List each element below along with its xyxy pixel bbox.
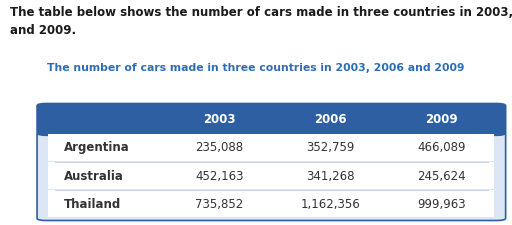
Text: 999,963: 999,963 xyxy=(417,198,465,211)
FancyBboxPatch shape xyxy=(37,104,506,220)
Text: 2003: 2003 xyxy=(203,113,236,126)
FancyBboxPatch shape xyxy=(48,190,495,217)
FancyBboxPatch shape xyxy=(37,104,506,136)
Text: 735,852: 735,852 xyxy=(195,198,243,211)
Text: 2009: 2009 xyxy=(425,113,458,126)
Text: 235,088: 235,088 xyxy=(195,142,243,154)
Text: 341,268: 341,268 xyxy=(306,170,354,182)
Text: Argentina: Argentina xyxy=(64,142,130,154)
Text: The number of cars made in three countries in 2003, 2006 and 2009: The number of cars made in three countri… xyxy=(47,63,465,73)
Text: 452,163: 452,163 xyxy=(195,170,244,182)
Text: 466,089: 466,089 xyxy=(417,142,465,154)
Text: and 2009.: and 2009. xyxy=(10,24,76,37)
Text: Australia: Australia xyxy=(64,170,124,182)
FancyBboxPatch shape xyxy=(48,162,495,189)
Text: 2006: 2006 xyxy=(314,113,347,126)
FancyBboxPatch shape xyxy=(48,134,495,161)
Text: The table below shows the number of cars made in three countries in 2003, 2006: The table below shows the number of cars… xyxy=(10,6,512,19)
Text: 245,624: 245,624 xyxy=(417,170,465,182)
Text: 1,162,356: 1,162,356 xyxy=(301,198,360,211)
Text: 352,759: 352,759 xyxy=(306,142,354,154)
Text: Thailand: Thailand xyxy=(64,198,121,211)
